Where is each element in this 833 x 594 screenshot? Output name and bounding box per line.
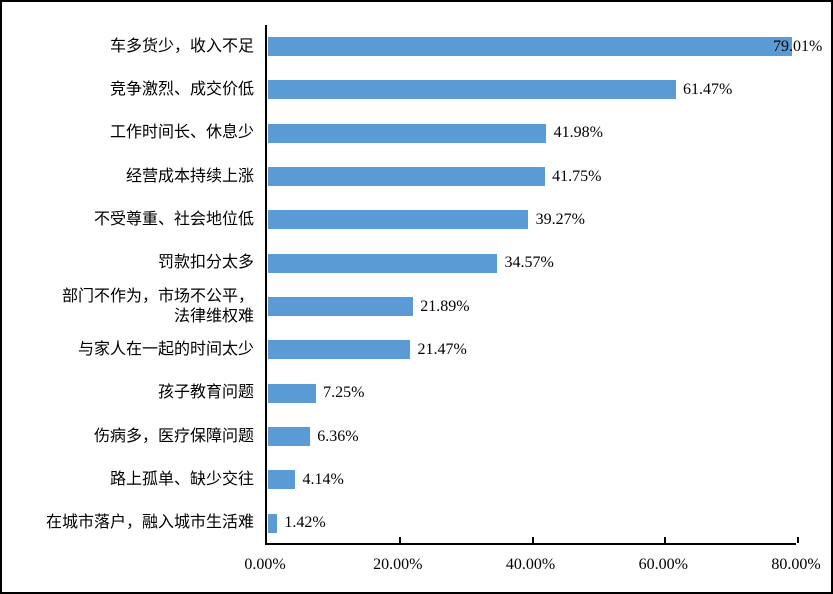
category-label: 不受尊重、社会地位低 <box>93 210 254 228</box>
bar <box>267 340 410 360</box>
category-label: 工作时间长、休息少 <box>109 124 254 142</box>
x-axis-tick-label: 20.00% <box>373 556 423 573</box>
value-label: 21.47% <box>417 340 467 358</box>
value-label: 21.89% <box>420 297 470 315</box>
x-axis-tick <box>398 537 401 543</box>
category-label: 路上孤单、缺少交往 <box>109 470 254 488</box>
bar <box>267 37 792 57</box>
chart-row: 车多货少，收入不足 79.01% <box>2 25 831 68</box>
x-axis-tick-label: 0.00% <box>244 556 286 573</box>
category-label: 孩子教育问题 <box>157 384 254 402</box>
bar <box>267 427 310 447</box>
value-label: 79.01% <box>773 37 823 55</box>
plot-area <box>265 25 799 545</box>
x-axis-tick-label: 80.00% <box>771 556 821 573</box>
chart-row: 在城市落户，融入城市生活难 1.42% <box>2 502 831 545</box>
bar <box>267 80 676 100</box>
chart-row: 部门不作为，市场不公平， 法律维权难 21.89% <box>2 285 831 328</box>
category-label: 车多货少，收入不足 <box>109 37 254 55</box>
bar <box>267 123 547 143</box>
chart-row: 不受尊重、社会地位低 39.27% <box>2 198 831 241</box>
chart-row: 罚款扣分太多 34.57% <box>2 242 831 285</box>
bar <box>267 470 295 490</box>
chart-row: 工作时间长、休息少 41.98% <box>2 112 831 155</box>
value-label: 41.75% <box>552 167 602 185</box>
category-label: 罚款扣分太多 <box>157 254 254 272</box>
value-label: 39.27% <box>535 210 585 228</box>
bar <box>267 253 497 273</box>
bar <box>267 210 529 230</box>
value-label: 34.57% <box>504 254 554 272</box>
value-label: 61.47% <box>683 80 733 98</box>
bar <box>267 513 277 533</box>
value-label: 7.25% <box>323 384 365 402</box>
category-label: 竞争激烈、成交价低 <box>109 80 254 98</box>
chart-row: 经营成本持续上涨 41.75% <box>2 155 831 198</box>
category-label: 伤病多，医疗保障问题 <box>93 427 254 445</box>
x-axis-tick-label: 60.00% <box>638 556 688 573</box>
value-label: 41.98% <box>553 124 603 142</box>
value-label: 1.42% <box>284 514 326 532</box>
x-axis-tick <box>797 537 799 543</box>
category-label: 部门不作为，市场不公平， 法律维权难 <box>61 287 254 325</box>
x-axis-tick <box>531 537 534 543</box>
chart-row: 伤病多，医疗保障问题 6.36% <box>2 415 831 458</box>
bar <box>267 383 316 403</box>
chart-row: 孩子教育问题 7.25% <box>2 372 831 415</box>
x-axis-tick <box>664 537 667 543</box>
chart-row: 竞争激烈、成交价低 61.47% <box>2 68 831 111</box>
value-label: 6.36% <box>317 427 359 445</box>
category-label: 经营成本持续上涨 <box>125 167 254 185</box>
bar <box>267 297 413 317</box>
value-label: 4.14% <box>302 470 344 488</box>
x-axis-tick-label: 40.00% <box>505 556 556 573</box>
category-label: 与家人在一起的时间太少 <box>77 340 254 358</box>
chart-row: 与家人在一起的时间太少 21.47% <box>2 328 831 371</box>
chart-row: 路上孤单、缺少交往 4.14% <box>2 458 831 501</box>
bar <box>267 167 545 187</box>
category-label: 在城市落户，融入城市生活难 <box>45 514 254 532</box>
